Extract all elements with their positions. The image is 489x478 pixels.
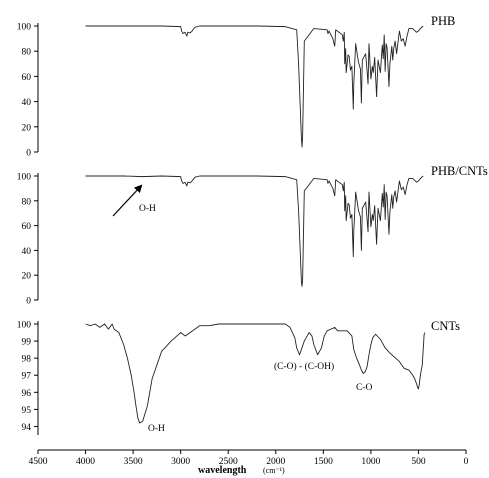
x-tick-label: 1000 (361, 457, 380, 467)
y-tick-label-phb-cnts: 40 (22, 247, 32, 257)
y-tick-label-phb: 20 (22, 123, 32, 133)
series-label-phb-cnts: PHB/CNTs (431, 164, 488, 178)
y-tick-label-phb: 80 (22, 48, 32, 58)
series-label-cnts: CNTs (431, 319, 460, 333)
y-tick-label-phb-cnts: 0 (26, 297, 31, 307)
annotation-co-coh: (C-O) - (C-OH) (274, 361, 334, 372)
y-tick-label-phb: 0 (26, 149, 31, 159)
y-tick-label-cnts: 99 (22, 338, 32, 348)
x-tick-label: 4500 (29, 457, 48, 467)
y-tick-label-cnts: 98 (22, 355, 32, 365)
x-tick-label: 0 (464, 457, 469, 467)
y-tick-label-phb-cnts: 20 (22, 272, 32, 282)
spectrum-cnts (85, 323, 426, 424)
spectrum-phb-cnts (85, 175, 424, 287)
x-tick-label: 3000 (171, 457, 190, 467)
x-axis-title: wavelength (198, 465, 247, 476)
series-label-phb: PHB (431, 14, 455, 28)
y-tick-label-phb: 100 (17, 23, 32, 33)
x-tick-label: 4000 (76, 457, 95, 467)
spectrum-phb (85, 25, 424, 148)
x-tick-label: 2500 (219, 457, 238, 467)
x-tick-label: 500 (411, 457, 426, 467)
y-tick-label-phb-cnts: 60 (22, 222, 32, 232)
x-tick-label: 2000 (266, 457, 285, 467)
x-tick-label: 1500 (314, 457, 333, 467)
panel-cnts: 94 95 96 97 98 99 100 (17, 321, 426, 435)
y-tick-label-cnts: 96 (22, 389, 32, 399)
y-tick-label-phb: 60 (22, 73, 32, 83)
y-tick-label-cnts: 95 (22, 406, 32, 416)
x-axis: 4500 4000 3500 3000 2500 2000 1500 1000 500 0 (29, 449, 469, 467)
oh-arrow (112, 184, 143, 217)
x-tick-label: 3500 (124, 457, 143, 467)
y-tick-label-phb-cnts: 80 (22, 197, 32, 207)
annotation-oh-cnts: O-H (148, 424, 165, 434)
annotation-co: C-O (356, 383, 373, 393)
panel-phb: 0 20 40 60 80 100 (17, 23, 424, 159)
x-axis-unit: (cm⁻¹) (263, 466, 285, 475)
y-tick-label-phb-cnts: 100 (17, 173, 32, 183)
y-tick-label-cnts: 94 (22, 423, 32, 433)
y-tick-label-cnts: 100 (17, 321, 32, 331)
annotation-oh-phb-cnts: O-H (139, 204, 156, 214)
y-tick-label-cnts: 97 (22, 372, 32, 382)
y-tick-label-phb: 40 (22, 98, 32, 108)
panel-phb-cnts: 0 20 40 60 80 100 (17, 173, 424, 307)
